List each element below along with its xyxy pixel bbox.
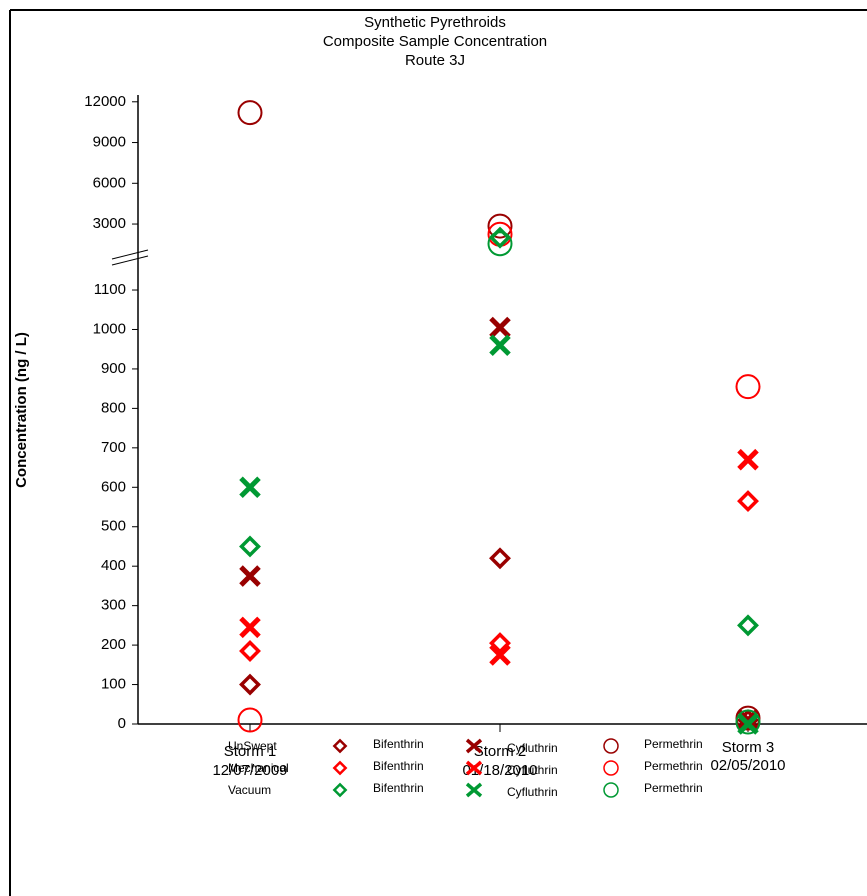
y-tick-label: 6000 <box>93 174 126 191</box>
y-tick-label: 12000 <box>84 93 126 110</box>
marker-circle <box>237 100 263 126</box>
marker-x <box>489 644 511 666</box>
legend-label: Permethrin <box>644 759 703 773</box>
marker-x <box>737 448 759 471</box>
marker-x <box>737 713 759 735</box>
marker-circle <box>487 231 513 257</box>
marker-circle <box>735 374 761 400</box>
y-tick-label: 600 <box>101 478 126 495</box>
y-tick-label: 3000 <box>93 215 126 232</box>
legend-marker <box>332 738 348 754</box>
legend-marker <box>465 760 483 776</box>
x-tick-date: 01/18/2010 <box>462 762 537 779</box>
legend-marker <box>332 782 348 798</box>
legend-label: Bifenthrin <box>373 759 424 773</box>
marker-x <box>239 616 261 639</box>
y-tick-label: 500 <box>101 518 126 535</box>
y-tick-label: 700 <box>101 439 126 456</box>
legend-label: Cyfluthrin <box>507 763 558 777</box>
axis-break <box>111 255 149 266</box>
y-tick-label: 200 <box>101 636 126 653</box>
marker-diamond <box>737 614 759 637</box>
marker-diamond <box>737 490 759 513</box>
marker-diamond <box>239 673 261 696</box>
legend-group: Mechanical <box>228 761 289 775</box>
marker-x <box>239 476 261 499</box>
x-tick-label: Storm 1 <box>224 743 277 760</box>
marker-diamond <box>239 640 261 662</box>
legend-label: Bifenthrin <box>373 737 424 751</box>
marker-circle <box>237 707 263 733</box>
marker-diamond <box>489 547 511 570</box>
chart-title: Composite Sample Concentration <box>323 33 547 50</box>
y-tick-label: 800 <box>101 399 126 416</box>
legend-marker <box>465 782 483 798</box>
marker-x <box>489 316 511 339</box>
legend-marker <box>603 738 619 754</box>
chart-title: Route 3J <box>405 52 465 69</box>
marker-x <box>737 709 759 731</box>
y-tick-label: 100 <box>101 676 126 693</box>
y-tick-label: 1100 <box>94 281 126 298</box>
y-tick-label: 900 <box>101 360 126 377</box>
x-tick-date: 12/07/2009 <box>212 762 287 779</box>
x-tick-date: 02/05/2010 <box>710 757 785 774</box>
marker-circle <box>735 709 761 735</box>
legend-label: Permethrin <box>644 737 703 751</box>
legend-label: Bifenthrin <box>373 781 424 795</box>
x-tick-label: Storm 3 <box>722 739 775 756</box>
marker-diamond <box>239 535 261 558</box>
legend-label: Permethrin <box>644 781 703 795</box>
y-tick-label: 400 <box>101 557 126 574</box>
marker-circle <box>487 213 513 239</box>
legend-marker <box>332 760 348 776</box>
legend-group: UnSwept <box>228 739 277 753</box>
legend-marker <box>465 738 483 754</box>
legend-label: Cyfluthrin <box>507 741 558 755</box>
y-tick-label: 1000 <box>93 320 126 337</box>
legend-marker <box>603 760 619 776</box>
chart-title: Synthetic Pyrethroids <box>364 14 506 31</box>
legend-group: Vacuum <box>228 783 271 797</box>
legend-marker <box>603 782 619 798</box>
y-tick-label: 0 <box>118 715 126 732</box>
marker-x <box>239 565 261 587</box>
marker-x <box>489 334 511 357</box>
y-axis-label: Concentration (ng / L) <box>13 332 30 488</box>
legend-label: Cyfluthrin <box>507 785 558 799</box>
x-tick-label: Storm 2 <box>474 743 527 760</box>
y-tick-label: 9000 <box>93 134 126 151</box>
y-tick-label: 300 <box>101 597 126 614</box>
axis-break <box>111 249 149 260</box>
